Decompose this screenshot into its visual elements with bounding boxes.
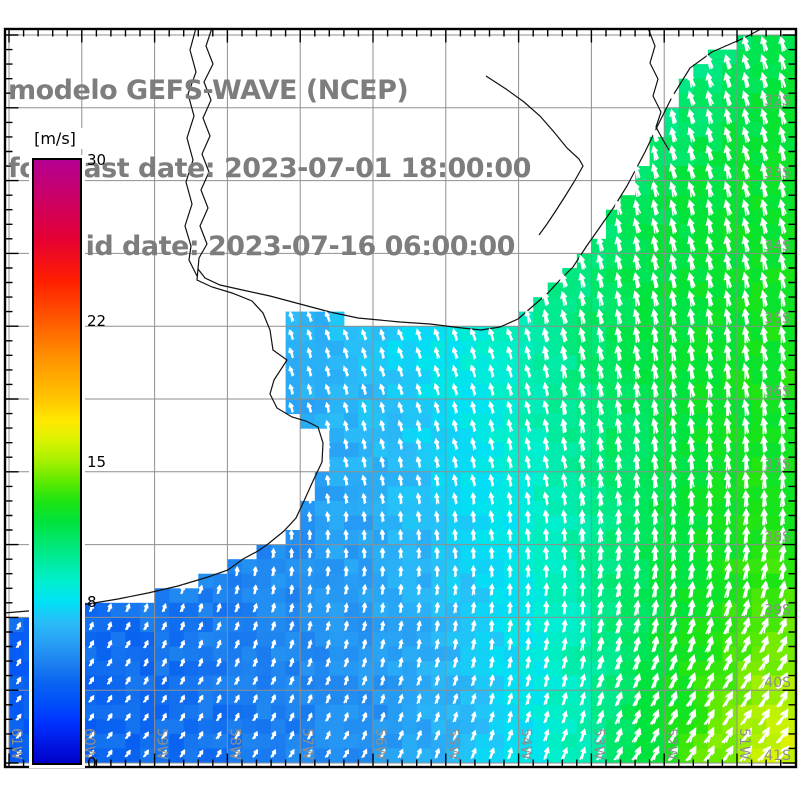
coastline — [3, 27, 764, 614]
colorbar-gradient — [32, 158, 82, 765]
lat-label: 35S — [764, 311, 791, 327]
colorbar-frame — [29, 155, 85, 768]
lat-label: 36S — [764, 384, 791, 400]
lat-label: 33S — [764, 166, 791, 182]
map-border-ticks — [3, 27, 798, 769]
lat-label: 34S — [764, 238, 791, 254]
lat-label: 32S — [764, 93, 791, 109]
colorbar-tick-label: 0 — [87, 754, 97, 772]
lat-label: 40S — [764, 675, 791, 691]
colorbar-tick-label: 8 — [87, 593, 97, 612]
valid-date-line: valid date: 2023-07-16 06:00:00 — [42, 231, 515, 262]
lat-label: 37S — [764, 457, 791, 473]
lon-label: 51W — [736, 728, 752, 760]
lon-label: 57W — [299, 728, 315, 760]
lon-label: 58W — [226, 728, 242, 760]
lon-label: 53W — [590, 728, 606, 760]
lon-label: 56W — [372, 728, 388, 760]
title-block: modelo GEFS-WAVE (NCEP) forecast date: 2… — [8, 26, 531, 312]
lat-label: 38S — [764, 530, 791, 546]
lon-label: 61W — [8, 728, 24, 760]
lon-label: 54W — [518, 728, 534, 760]
colorbar-unit-label: [m/s] — [26, 128, 84, 149]
lon-label: 59W — [154, 728, 170, 760]
model-title: modelo GEFS-WAVE (NCEP) — [8, 75, 409, 106]
lat-label: 39S — [764, 602, 791, 618]
lat-label: 41S — [764, 748, 791, 764]
colorbar-tick-label: 22 — [87, 311, 107, 330]
lon-label: 52W — [663, 728, 679, 760]
colorbar-tick-label: 15 — [87, 452, 107, 471]
colorbar-tick-label: 30 — [87, 151, 107, 169]
lon-label: 55W — [445, 728, 461, 760]
wind-arrows — [15, 35, 790, 762]
